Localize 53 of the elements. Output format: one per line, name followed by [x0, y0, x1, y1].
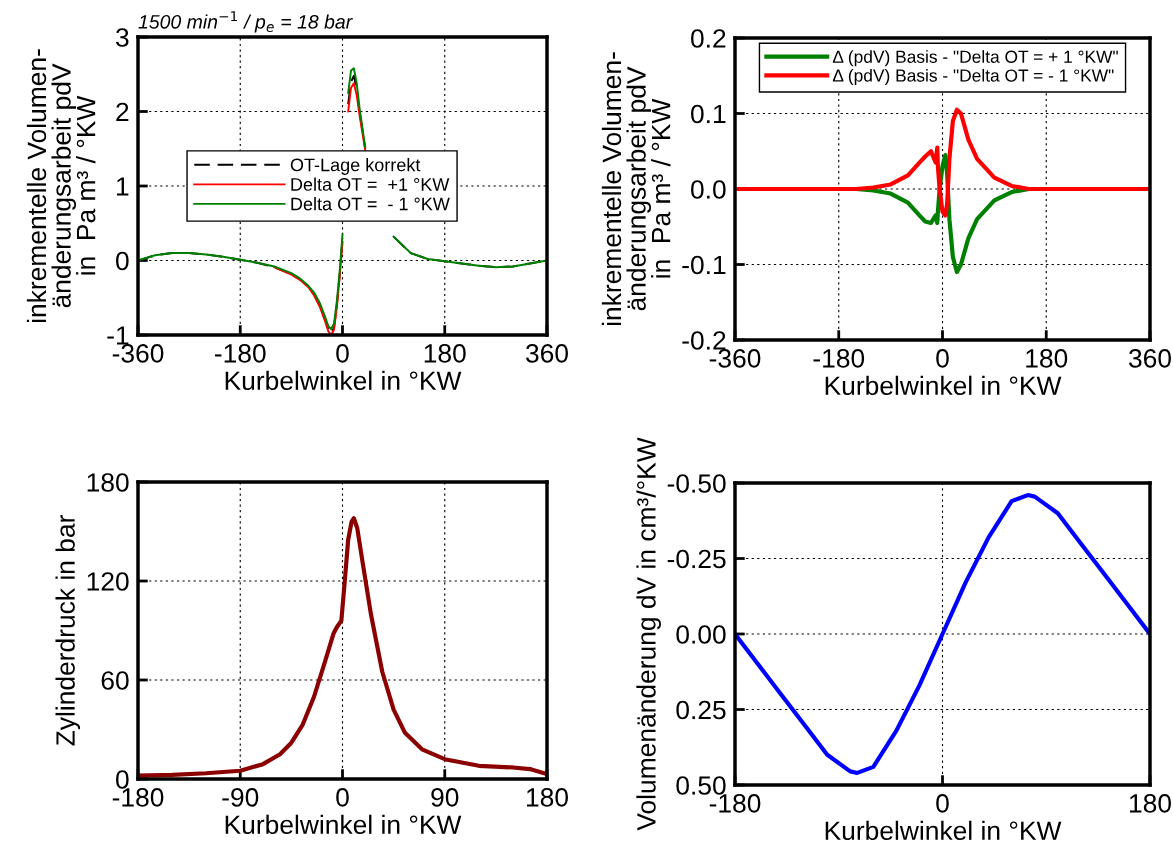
y-tick-label: 2 [116, 102, 129, 122]
x-tick-label: 0 [336, 788, 349, 807]
x-tick-label: 360 [525, 344, 568, 363]
y-tick-label: 1 [117, 177, 129, 196]
x-tick-label: 180 [424, 344, 466, 363]
line-series [735, 107, 1150, 218]
x-axis-title: Kurbelwinkel in °KW [825, 820, 1062, 841]
y-tick-label: 0 [116, 251, 129, 271]
legend-label: Δ (pdV) Basis - "Delta OT = + 1 °KW" [832, 50, 1118, 67]
line-series [735, 492, 1150, 776]
x-tick-label: 360 [1128, 349, 1171, 368]
y-tick-label: 0.25 [676, 700, 726, 720]
x-tick-label: -180 [215, 344, 266, 363]
x-tick-label: 0 [936, 349, 949, 368]
y-tick-label: -1 [107, 326, 129, 345]
y-tick-label: 180 [87, 473, 129, 492]
x-tick-label: 180 [527, 788, 568, 807]
y-tick-label: -0.2 [682, 331, 726, 350]
legend-label: Delta OT = +1 °KW [291, 177, 450, 191]
x-tick-label: -180 [813, 349, 865, 368]
y-tick-label: 0.1 [691, 104, 726, 124]
legend-label: Δ (pdV) Basis - "Delta OT = - 1 °KW" [832, 68, 1114, 86]
x-tick-label: 180 [1130, 794, 1171, 813]
y-axis-title: Volumenänderung dV in cm³/°KW [636, 437, 661, 831]
x-tick-label: 0 [336, 344, 349, 363]
x-tick-label: 0 [936, 794, 949, 813]
y-axis-title: inkrementelle Volumen- änderungsarbeit pdV in Pa m³ / °KW [601, 52, 671, 326]
y-tick-label: 0 [116, 770, 129, 789]
x-tick-label: -360 [112, 344, 164, 363]
y-tick-label: -0.1 [682, 255, 726, 275]
x-tick-label: -180 [709, 794, 761, 813]
x-tick-label: -90 [222, 788, 259, 807]
y-axis-title: Zylinderdruck in bar [55, 515, 81, 746]
x-tick-label: -180 [112, 788, 164, 807]
y-tick-label: 0.00 [676, 625, 726, 644]
x-tick-label: -360 [709, 349, 761, 368]
y-tick-label: 60 [101, 671, 129, 690]
x-tick-label: 90 [431, 788, 459, 807]
legend-label: OT-Lage korrekt [290, 158, 421, 175]
y-tick-label: 3 [116, 28, 129, 47]
legend-label: Delta OT = - 1 °KW [291, 197, 450, 211]
x-axis-title: Kurbelwinkel in °KW [225, 370, 462, 391]
x-axis-title: Kurbelwinkel in °KW [825, 375, 1062, 396]
y-tick-label: 0.0 [691, 180, 726, 199]
y-tick-label: 120 [87, 572, 129, 591]
y-axis-title: inkrementelle Volumen- änderungsarbeit pdV in Pa m³ / °KW [26, 49, 96, 323]
y-tick-label: -0.25 [667, 549, 726, 569]
x-axis-title: Kurbelwinkel in °KW [225, 814, 462, 835]
y-tick-label: 0.2 [691, 29, 726, 48]
x-tick-label: 180 [1026, 349, 1068, 368]
y-tick-label: 0.50 [676, 776, 726, 795]
y-tick-label: -0.50 [667, 474, 726, 493]
chart-title: 1500 min$^{−1}$ / p$_{e}$ = 18 bar [138, 11, 353, 33]
